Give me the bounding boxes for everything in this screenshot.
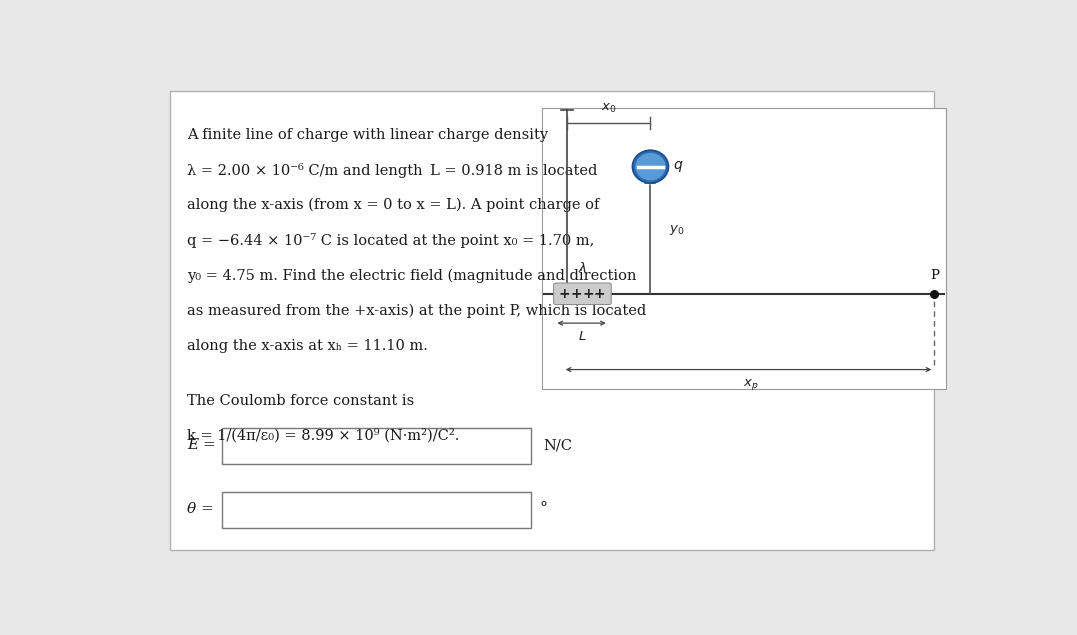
Text: θ =: θ = xyxy=(187,502,214,516)
Text: as measured from the +x-axis) at the point P, which is located: as measured from the +x-axis) at the poi… xyxy=(187,304,646,318)
Text: λ = 2.00 × 10⁻⁶ C/m and length  L = 0.918 m is located: λ = 2.00 × 10⁻⁶ C/m and length L = 0.918… xyxy=(187,163,598,178)
FancyBboxPatch shape xyxy=(554,283,612,305)
Ellipse shape xyxy=(632,150,669,183)
Text: along the x-axis (from x = 0 to x = L). A point charge of: along the x-axis (from x = 0 to x = L). … xyxy=(187,198,600,212)
Text: along the x-axis at xₕ = 11.10 m.: along the x-axis at xₕ = 11.10 m. xyxy=(187,338,428,353)
FancyBboxPatch shape xyxy=(222,491,531,528)
Text: k = 1/(4π/ε₀) = 8.99 × 10⁹ (N·m²)/C².: k = 1/(4π/ε₀) = 8.99 × 10⁹ (N·m²)/C². xyxy=(187,429,460,443)
FancyBboxPatch shape xyxy=(222,428,531,464)
Text: $\lambda$: $\lambda$ xyxy=(578,261,587,275)
Text: P: P xyxy=(929,269,939,281)
FancyBboxPatch shape xyxy=(542,108,946,389)
Text: $y_0$: $y_0$ xyxy=(669,224,684,237)
Text: +: + xyxy=(582,287,593,301)
Text: N/C: N/C xyxy=(544,438,573,452)
Text: E =: E = xyxy=(187,438,216,452)
Text: q = −6.44 × 10⁻⁷ C is located at the point x₀ = 1.70 m,: q = −6.44 × 10⁻⁷ C is located at the poi… xyxy=(187,233,595,248)
Text: y₀ = 4.75 m. Find the electric field (magnitude and direction: y₀ = 4.75 m. Find the electric field (ma… xyxy=(187,269,637,283)
Ellipse shape xyxy=(635,153,666,180)
Text: A finite line of charge with linear charge density: A finite line of charge with linear char… xyxy=(187,128,548,142)
Text: +: + xyxy=(593,287,605,301)
FancyBboxPatch shape xyxy=(170,91,934,551)
Text: $L$: $L$ xyxy=(578,330,587,344)
Text: °: ° xyxy=(540,500,547,518)
Text: $q$: $q$ xyxy=(673,159,683,174)
Text: +: + xyxy=(559,287,571,301)
Text: $x_p$: $x_p$ xyxy=(743,377,758,392)
Text: +: + xyxy=(571,287,582,301)
Text: $x_0$: $x_0$ xyxy=(601,102,616,115)
Text: The Coulomb force constant is: The Coulomb force constant is xyxy=(187,394,415,408)
